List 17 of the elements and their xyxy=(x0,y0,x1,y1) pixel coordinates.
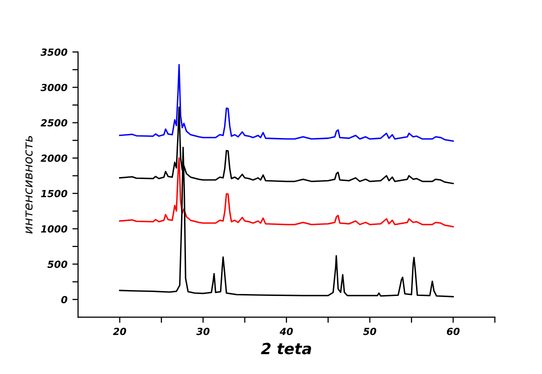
y-tick-label: 2500 xyxy=(40,119,68,127)
y-tick-label: 3500 xyxy=(40,48,68,56)
x-tick-label: 40 xyxy=(280,328,293,336)
y-tick-label: 500 xyxy=(47,260,68,268)
line-series xyxy=(119,157,454,228)
y-axis-title: интенсивность xyxy=(25,136,33,234)
y-tick-label: 1500 xyxy=(40,190,68,198)
x-tick-label: 50 xyxy=(363,328,376,336)
y-tick-label: 2000 xyxy=(40,154,68,162)
y-tick-label: 0 xyxy=(61,296,68,304)
y-tick-label: 1000 xyxy=(40,225,68,233)
x-tick-label: 60 xyxy=(446,328,460,336)
line-series xyxy=(119,64,454,142)
y-tick-label: 3000 xyxy=(40,84,68,92)
x-axis-title: 2 teta xyxy=(260,342,312,354)
x-tick-label: 20 xyxy=(113,328,126,336)
x-tick-label: 30 xyxy=(196,328,210,336)
